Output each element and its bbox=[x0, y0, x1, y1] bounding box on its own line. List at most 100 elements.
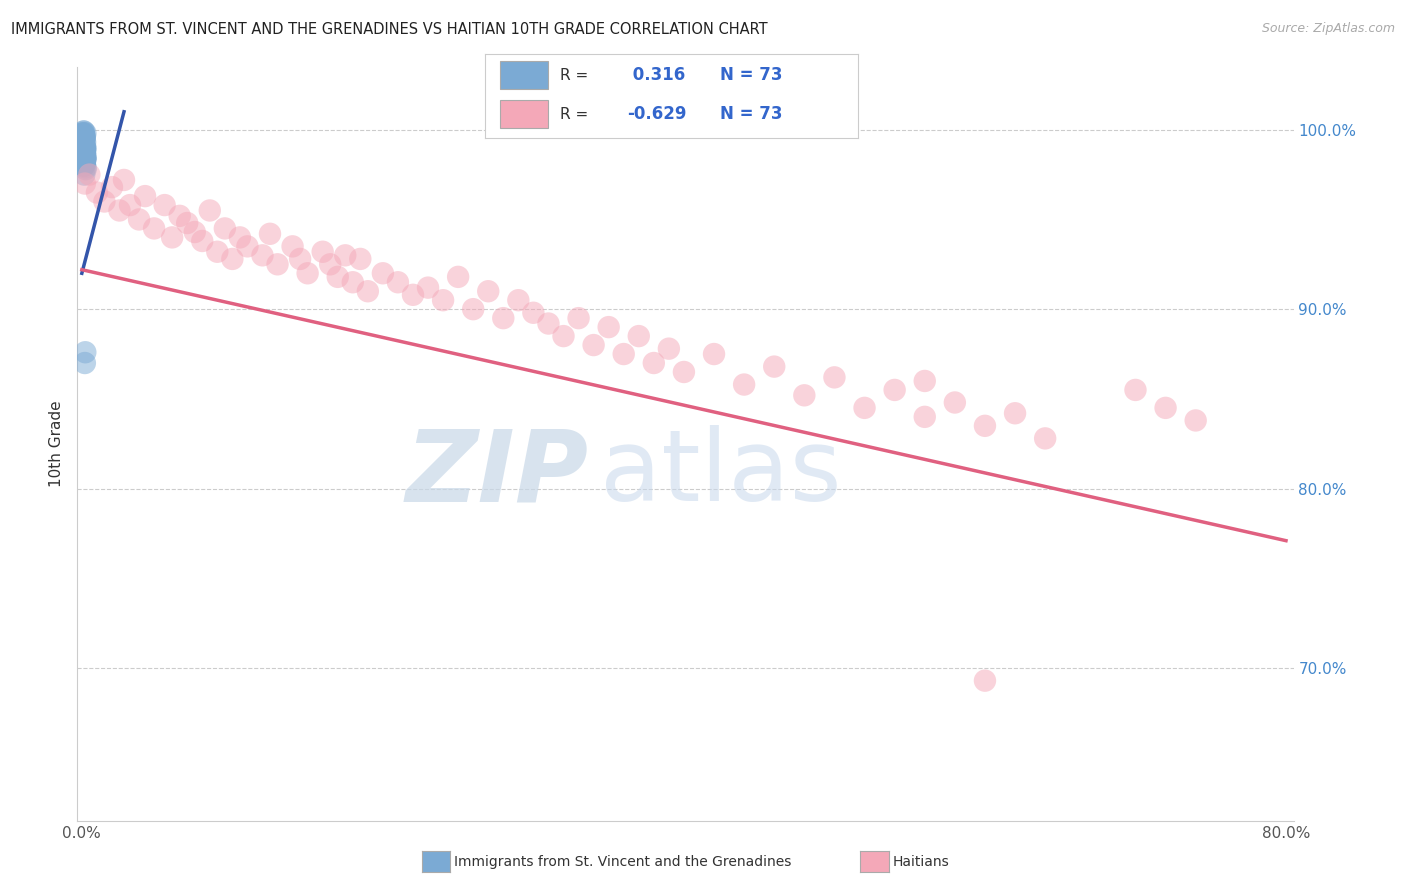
Point bbox=[73, 145, 96, 159]
Point bbox=[763, 359, 786, 374]
Point bbox=[492, 311, 515, 326]
Point bbox=[914, 409, 936, 424]
Point bbox=[326, 269, 349, 284]
Point bbox=[73, 157, 96, 171]
Point bbox=[658, 342, 681, 356]
Point bbox=[75, 141, 97, 155]
Point bbox=[72, 129, 94, 144]
Text: R =: R = bbox=[560, 68, 588, 83]
Point bbox=[357, 284, 380, 298]
Point bbox=[582, 338, 605, 352]
Point bbox=[214, 221, 236, 235]
Point bbox=[73, 139, 96, 153]
Point bbox=[73, 150, 96, 164]
Point bbox=[72, 141, 94, 155]
Point bbox=[75, 345, 97, 359]
Point bbox=[191, 234, 214, 248]
Point bbox=[703, 347, 725, 361]
Point bbox=[974, 418, 997, 433]
Point bbox=[72, 153, 94, 168]
Point bbox=[75, 161, 97, 175]
Point bbox=[75, 126, 97, 140]
Point bbox=[733, 377, 755, 392]
Point bbox=[553, 329, 575, 343]
Point bbox=[75, 141, 97, 155]
Point bbox=[134, 189, 156, 203]
Point bbox=[169, 209, 191, 223]
Point bbox=[73, 159, 96, 173]
Point bbox=[73, 139, 96, 153]
Point bbox=[73, 155, 96, 169]
Point bbox=[75, 153, 97, 168]
Point bbox=[73, 148, 96, 162]
Point bbox=[349, 252, 371, 266]
Point bbox=[73, 133, 96, 147]
Point bbox=[128, 212, 150, 227]
Text: Haitians: Haitians bbox=[893, 855, 949, 869]
Point bbox=[73, 152, 96, 166]
Point bbox=[793, 388, 815, 402]
Point bbox=[72, 136, 94, 150]
Point bbox=[342, 275, 364, 289]
Point bbox=[72, 136, 94, 150]
Point bbox=[522, 306, 544, 320]
Point bbox=[72, 145, 94, 159]
Text: N = 73: N = 73 bbox=[720, 105, 782, 123]
Point bbox=[101, 180, 124, 194]
Point bbox=[73, 128, 96, 142]
Point bbox=[72, 128, 94, 142]
Point bbox=[86, 186, 108, 200]
Point bbox=[914, 374, 936, 388]
Point bbox=[73, 150, 96, 164]
Point bbox=[75, 150, 97, 164]
Point bbox=[297, 266, 319, 280]
Point bbox=[1184, 413, 1206, 427]
Point bbox=[598, 320, 620, 334]
Point bbox=[73, 143, 96, 157]
Point bbox=[643, 356, 665, 370]
Point bbox=[73, 148, 96, 162]
Point bbox=[143, 221, 166, 235]
Point bbox=[73, 148, 96, 162]
Point bbox=[266, 257, 288, 271]
Point bbox=[73, 146, 96, 161]
Point bbox=[943, 395, 966, 409]
Point bbox=[73, 131, 96, 145]
Point bbox=[567, 311, 589, 326]
Point bbox=[416, 280, 439, 294]
Point bbox=[73, 124, 96, 138]
Point bbox=[73, 150, 96, 164]
Point bbox=[1125, 383, 1147, 397]
Point bbox=[75, 152, 97, 166]
Point bbox=[75, 136, 97, 150]
Point bbox=[72, 137, 94, 152]
Point bbox=[73, 145, 96, 159]
Point bbox=[853, 401, 876, 415]
Point bbox=[73, 146, 96, 161]
Point bbox=[198, 203, 221, 218]
Point bbox=[73, 356, 96, 370]
Point bbox=[153, 198, 176, 212]
Point bbox=[72, 129, 94, 144]
Point bbox=[387, 275, 409, 289]
Point bbox=[73, 131, 96, 145]
Text: ZIP: ZIP bbox=[405, 425, 588, 523]
Point bbox=[72, 124, 94, 138]
Point bbox=[672, 365, 695, 379]
Point bbox=[311, 244, 333, 259]
Text: IMMIGRANTS FROM ST. VINCENT AND THE GRENADINES VS HAITIAN 10TH GRADE CORRELATION: IMMIGRANTS FROM ST. VINCENT AND THE GREN… bbox=[11, 22, 768, 37]
Point bbox=[73, 129, 96, 144]
Point bbox=[627, 329, 650, 343]
Point bbox=[72, 131, 94, 145]
Point bbox=[72, 133, 94, 147]
Point bbox=[207, 244, 229, 259]
Point bbox=[73, 129, 96, 144]
Text: Source: ZipAtlas.com: Source: ZipAtlas.com bbox=[1261, 22, 1395, 36]
Point bbox=[73, 131, 96, 145]
Point bbox=[477, 284, 499, 298]
Point bbox=[221, 252, 243, 266]
Point bbox=[72, 126, 94, 140]
Point bbox=[335, 248, 357, 262]
Point bbox=[112, 173, 135, 187]
Point bbox=[176, 216, 198, 230]
